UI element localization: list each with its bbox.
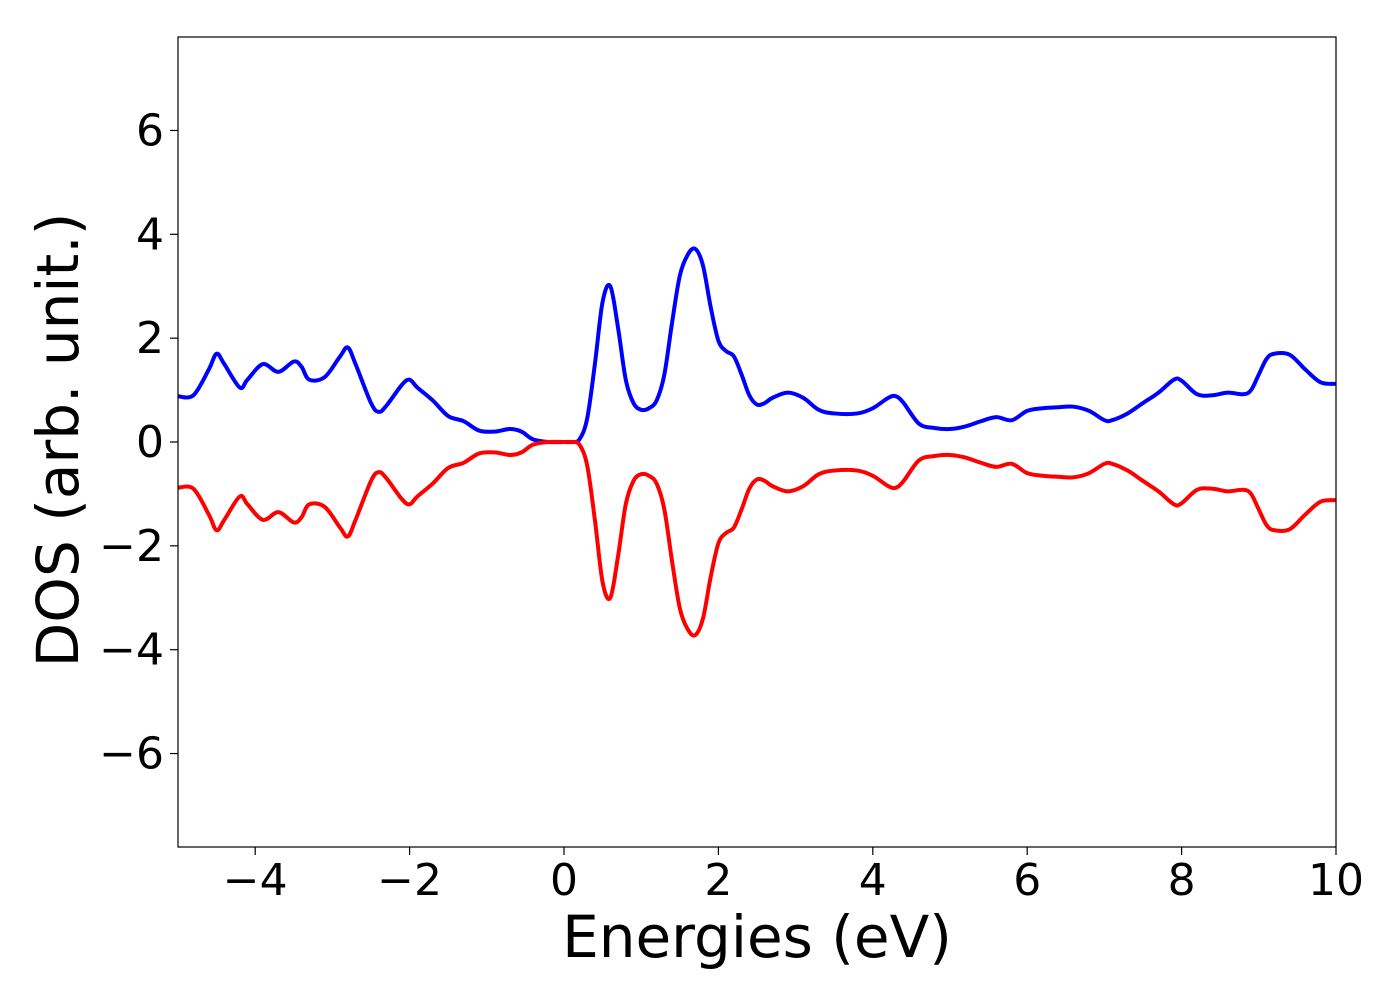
y-tick-label: −4 [99, 625, 164, 676]
y-tick-label: 4 [136, 209, 164, 260]
x-tick-label: 10 [1308, 855, 1364, 906]
spin-down-dos-line [178, 439, 1336, 638]
x-tick-label: 4 [859, 855, 887, 906]
series-group [178, 246, 1336, 638]
y-tick-label: 6 [136, 105, 164, 156]
x-tick-label: −4 [223, 855, 288, 906]
y-tick-label: 0 [136, 417, 164, 468]
x-tick-label: −2 [377, 855, 442, 906]
y-tick-label: 2 [136, 313, 164, 364]
y-axis-title: DOS (arb. unit.) [24, 213, 92, 668]
x-axis-title: Energies (eV) [562, 903, 952, 971]
x-tick-label: 0 [550, 855, 578, 906]
y-tick-label: −6 [99, 729, 164, 780]
spin-up-dos-line [178, 246, 1336, 445]
y-tick-label: −2 [99, 521, 164, 572]
x-tick-label: 2 [704, 855, 732, 906]
x-tick-label: 8 [1168, 855, 1196, 906]
y-axis-ticks: −6 −4 −2 0 2 4 6 [99, 105, 178, 780]
plot-frame [177, 36, 1337, 848]
x-tick-label: 6 [1013, 855, 1041, 906]
x-axis-ticks: −4 −2 0 2 4 6 8 10 [223, 847, 1364, 906]
